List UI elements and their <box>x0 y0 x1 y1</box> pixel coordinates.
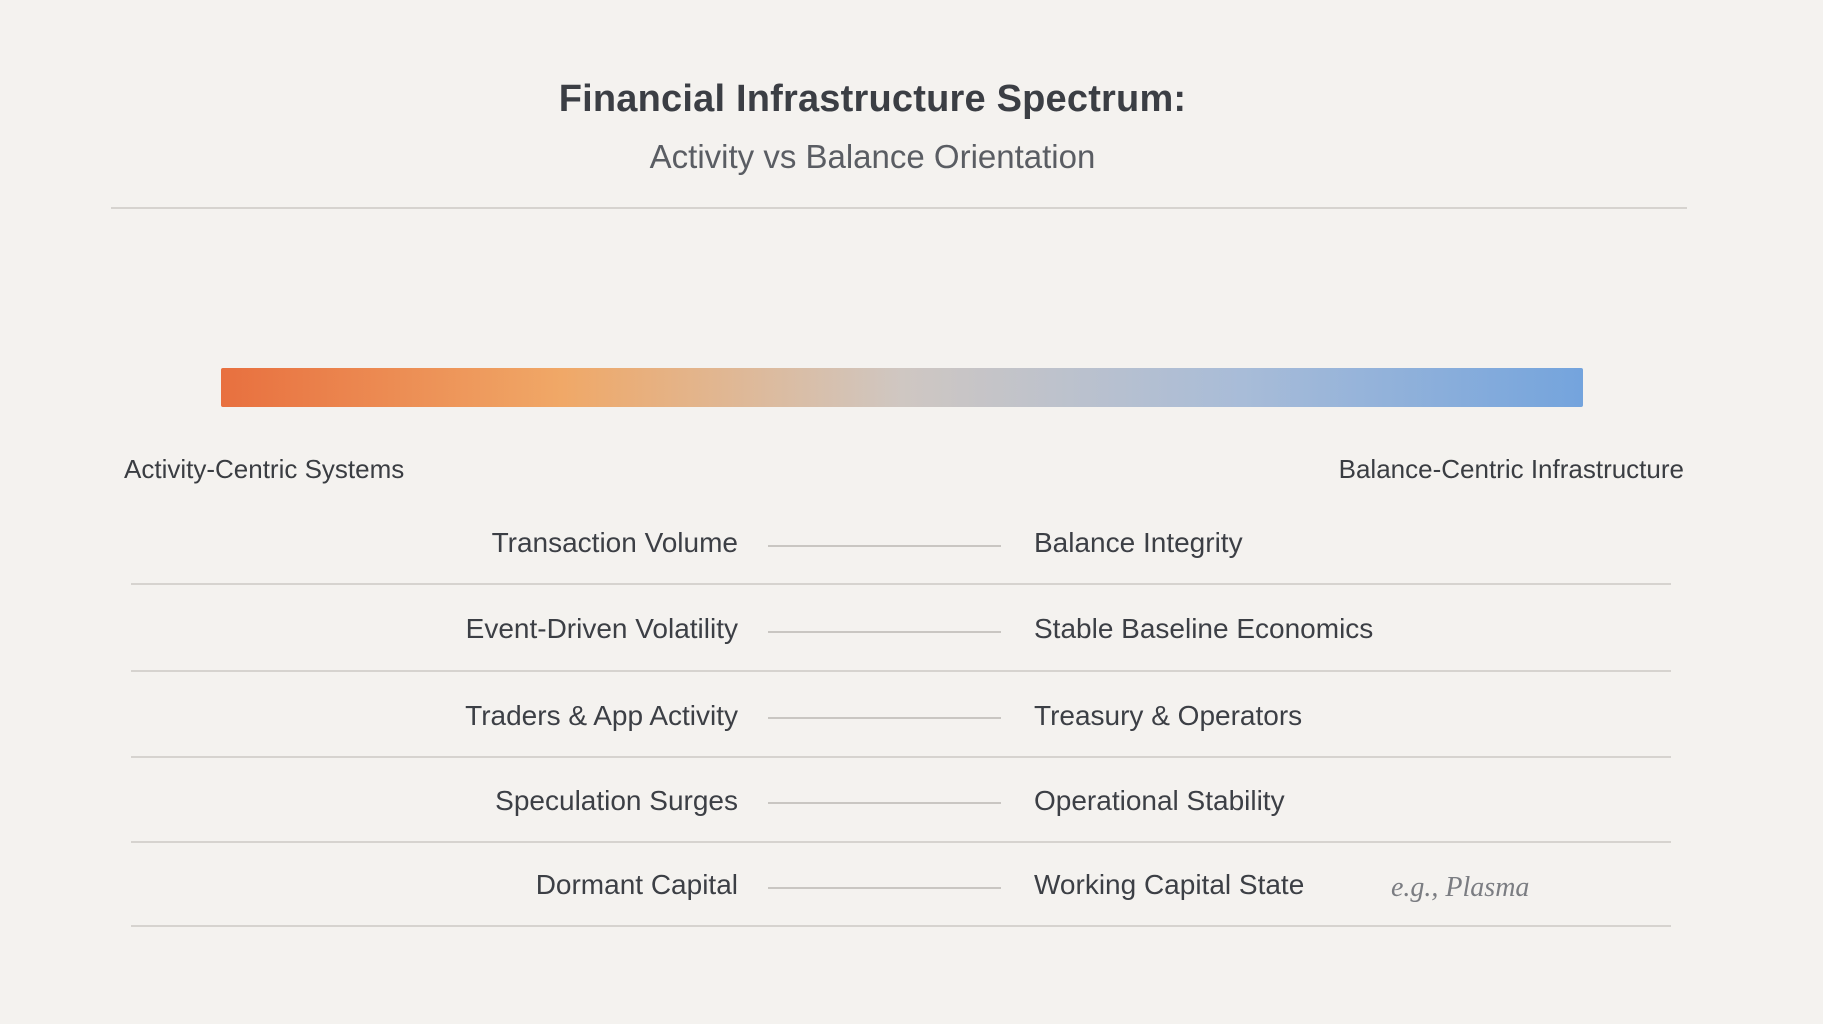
balance-attribute: Working Capital State <box>1034 869 1305 900</box>
balance-attribute: Balance Integrity <box>1034 527 1243 558</box>
balance-attribute: Operational Stability <box>1034 785 1285 816</box>
balance-attribute: Treasury & Operators <box>1034 700 1303 731</box>
row-divider <box>131 925 1671 927</box>
diagram-subtitle: Activity vs Balance Orientation <box>649 138 1096 175</box>
row-divider <box>131 756 1671 758</box>
row-connector-line <box>768 545 1001 547</box>
row-connector-line <box>768 717 1001 719</box>
example-note: e.g., Plasma <box>1391 872 1530 903</box>
right-pole-label: Balance-Centric Infrastructure <box>1338 454 1684 484</box>
row-connector-line <box>768 631 1001 633</box>
row-divider <box>131 841 1671 843</box>
row-divider <box>131 670 1671 672</box>
activity-attribute: Traders & App Activity <box>465 700 738 731</box>
header-divider <box>111 207 1687 209</box>
activity-attribute: Event-Driven Volatility <box>465 613 738 644</box>
left-pole-label: Activity-Centric Systems <box>124 454 405 484</box>
row-connector-line <box>768 802 1001 804</box>
activity-attribute: Speculation Surges <box>495 785 738 816</box>
activity-attribute: Transaction Volume <box>491 527 738 558</box>
spectrum-gradient-bar <box>221 368 1583 407</box>
row-divider <box>131 583 1671 585</box>
diagram-title: Financial Infrastructure Spectrum: <box>558 78 1187 120</box>
activity-attribute: Dormant Capital <box>535 869 738 900</box>
balance-attribute: Stable Baseline Economics <box>1034 613 1374 644</box>
row-connector-line <box>768 887 1001 889</box>
